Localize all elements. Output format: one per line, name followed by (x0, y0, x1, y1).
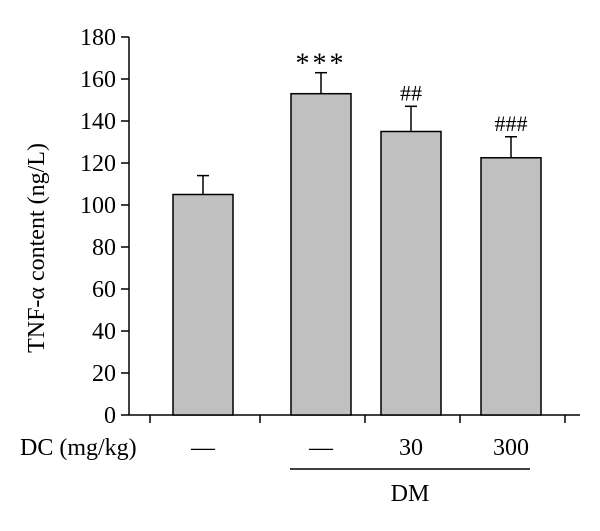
y-tick-label: 160 (80, 67, 116, 93)
y-tick-label: 180 (80, 25, 116, 51)
y-tick-label: 140 (80, 109, 116, 135)
dc-row-label: DC (mg/kg) (20, 435, 137, 461)
significance-mark: ## (400, 80, 422, 105)
significance-mark: ### (495, 111, 528, 136)
category-label: — (190, 435, 216, 461)
bar (380, 130, 442, 416)
bar (290, 92, 352, 416)
bars (172, 71, 542, 416)
bar (172, 193, 234, 416)
y-tick-label: 80 (92, 235, 116, 261)
y-tick-label: 60 (92, 277, 116, 303)
category-label: 300 (493, 435, 529, 461)
y-tick-label: 100 (80, 193, 116, 219)
dm-group-label: DM (391, 481, 430, 507)
y-tick-label: 0 (104, 403, 116, 429)
labels: — *** — ## 30 ### 300 (190, 49, 529, 461)
y-axis-label: TNF-α content (ng/L) (24, 143, 50, 353)
y-tick-label: 120 (80, 151, 116, 177)
y-tick-label: 40 (92, 319, 116, 345)
category-label: 30 (399, 435, 423, 461)
y-tick-label: 20 (92, 361, 116, 387)
significance-mark: *** (296, 49, 347, 80)
category-label: — (308, 435, 334, 461)
bar (480, 157, 542, 416)
axes: 0 20 40 60 80 100 120 140 160 180 (80, 25, 580, 429)
